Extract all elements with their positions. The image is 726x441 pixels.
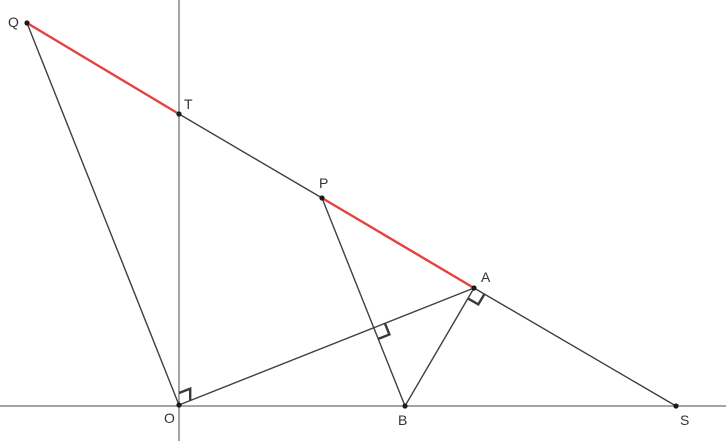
point-A — [471, 285, 477, 291]
segment-TP — [178, 113, 323, 199]
right-angle-PB-OA — [377, 322, 391, 341]
point-P — [319, 195, 325, 201]
segment-QO — [26, 22, 180, 406]
segment-AB — [404, 287, 475, 407]
label-A: A — [481, 269, 491, 285]
segment-QT — [25, 21, 181, 116]
segment-PA — [320, 196, 476, 290]
label-O: O — [164, 410, 175, 426]
right-angle-marks — [178, 293, 486, 401]
label-Q: Q — [8, 14, 19, 30]
segment-AS — [473, 287, 677, 407]
point-O — [176, 402, 182, 408]
points — [24, 20, 679, 409]
right-angle-A — [467, 293, 486, 307]
point-B — [402, 403, 408, 409]
segment-OA — [178, 287, 475, 406]
point-T — [176, 111, 182, 117]
label-T: T — [184, 96, 193, 112]
label-B: B — [398, 412, 407, 428]
label-S: S — [680, 412, 689, 428]
right-angle-O — [178, 386, 192, 401]
point-Q — [24, 20, 30, 26]
segment-PB — [321, 197, 406, 407]
label-P: P — [319, 175, 328, 191]
segments — [25, 21, 677, 407]
point-S — [673, 403, 679, 409]
